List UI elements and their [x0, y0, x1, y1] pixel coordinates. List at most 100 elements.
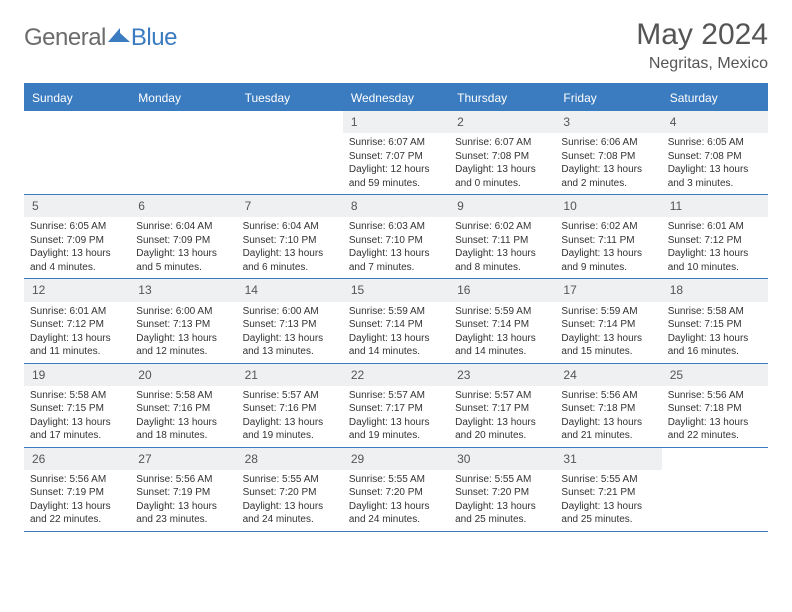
- day-number: 6: [130, 195, 236, 217]
- day-cell: [130, 111, 236, 194]
- detail-line: Daylight: 13 hours: [30, 500, 126, 514]
- day-details: Sunrise: 5:58 AMSunset: 7:16 PMDaylight:…: [130, 389, 236, 447]
- detail-line: Sunrise: 5:55 AM: [243, 473, 339, 487]
- day-cell: 18Sunrise: 5:58 AMSunset: 7:15 PMDayligh…: [662, 279, 768, 362]
- detail-line: Sunset: 7:20 PM: [349, 486, 445, 500]
- day-number: 17: [555, 279, 661, 301]
- day-details: Sunrise: 5:59 AMSunset: 7:14 PMDaylight:…: [343, 305, 449, 363]
- day-details: Sunrise: 6:03 AMSunset: 7:10 PMDaylight:…: [343, 220, 449, 278]
- day-cell: 5Sunrise: 6:05 AMSunset: 7:09 PMDaylight…: [24, 195, 130, 278]
- detail-line: Daylight: 13 hours: [668, 163, 764, 177]
- detail-line: Daylight: 13 hours: [30, 416, 126, 430]
- detail-line: and 18 minutes.: [136, 429, 232, 443]
- detail-line: Sunset: 7:14 PM: [349, 318, 445, 332]
- detail-line: Daylight: 13 hours: [136, 247, 232, 261]
- day-cell: 8Sunrise: 6:03 AMSunset: 7:10 PMDaylight…: [343, 195, 449, 278]
- day-cell: 3Sunrise: 6:06 AMSunset: 7:08 PMDaylight…: [555, 111, 661, 194]
- day-cell: 13 Sunrise: 6:00 AMSunset: 7:13 PMDayligh…: [130, 279, 236, 362]
- day-number: 18: [662, 279, 768, 301]
- day-details: Sunrise: 5:57 AMSunset: 7:17 PMDaylight:…: [343, 389, 449, 447]
- day-number: 20: [130, 364, 236, 386]
- detail-line: Sunrise: 6:07 AM: [455, 136, 551, 150]
- day-cell: 4Sunrise: 6:05 AMSunset: 7:08 PMDaylight…: [662, 111, 768, 194]
- page-title: May 2024: [636, 18, 768, 51]
- day-details: Sunrise: 5:59 AMSunset: 7:14 PMDaylight:…: [555, 305, 661, 363]
- detail-line: Sunrise: 5:58 AM: [136, 389, 232, 403]
- detail-line: and 25 minutes.: [561, 513, 657, 527]
- detail-line: Sunset: 7:19 PM: [136, 486, 232, 500]
- day-number: 3: [555, 111, 661, 133]
- detail-line: and 2 minutes.: [561, 177, 657, 191]
- day-number: 5: [24, 195, 130, 217]
- day-details: Sunrise: 5:57 AMSunset: 7:16 PMDaylight:…: [237, 389, 343, 447]
- day-details: Sunrise: 6:02 AMSunset: 7:11 PMDaylight:…: [449, 220, 555, 278]
- day-number: 2: [449, 111, 555, 133]
- day-number: 28: [237, 448, 343, 470]
- detail-line: and 17 minutes.: [30, 429, 126, 443]
- day-number: 27: [130, 448, 236, 470]
- detail-line: Daylight: 13 hours: [455, 332, 551, 346]
- detail-line: and 0 minutes.: [455, 177, 551, 191]
- week-row: 19Sunrise: 5:58 AMSunset: 7:15 PMDayligh…: [24, 364, 768, 448]
- detail-line: Sunrise: 5:55 AM: [455, 473, 551, 487]
- day-cell: 17 Sunrise: 5:59 AMSunset: 7:14 PMDayligh…: [555, 279, 661, 362]
- detail-line: Daylight: 13 hours: [561, 163, 657, 177]
- day-number: 12: [24, 279, 130, 301]
- week-row: 5Sunrise: 6:05 AMSunset: 7:09 PMDaylight…: [24, 195, 768, 279]
- detail-line: Daylight: 13 hours: [455, 163, 551, 177]
- day-details: Sunrise: 6:00 AMSunset: 7:13 PMDaylight:…: [130, 305, 236, 363]
- detail-line: Daylight: 13 hours: [455, 500, 551, 514]
- day-cell: 9Sunrise: 6:02 AMSunset: 7:11 PMDaylight…: [449, 195, 555, 278]
- detail-line: Daylight: 13 hours: [349, 247, 445, 261]
- day-details: Sunrise: 5:58 AMSunset: 7:15 PMDaylight:…: [24, 389, 130, 447]
- detail-line: Sunset: 7:09 PM: [30, 234, 126, 248]
- day-details: Sunrise: 6:07 AMSunset: 7:07 PMDaylight:…: [343, 136, 449, 194]
- detail-line: Sunrise: 6:02 AM: [455, 220, 551, 234]
- detail-line: Sunset: 7:15 PM: [30, 402, 126, 416]
- day-number: 4: [662, 111, 768, 133]
- detail-line: and 5 minutes.: [136, 261, 232, 275]
- detail-line: Sunrise: 6:07 AM: [349, 136, 445, 150]
- detail-line: Daylight: 13 hours: [136, 416, 232, 430]
- detail-line: Daylight: 13 hours: [30, 332, 126, 346]
- day-header: Sunday: [24, 85, 130, 111]
- detail-line: Daylight: 13 hours: [349, 332, 445, 346]
- day-details: Sunrise: 5:59 AMSunset: 7:14 PMDaylight:…: [449, 305, 555, 363]
- detail-line: and 4 minutes.: [30, 261, 126, 275]
- day-cell: 10 Sunrise: 6:02 AMSunset: 7:11 PMDayligh…: [555, 195, 661, 278]
- detail-line: and 16 minutes.: [668, 345, 764, 359]
- detail-line: Sunrise: 6:06 AM: [561, 136, 657, 150]
- day-number: 10: [555, 195, 661, 217]
- day-details: Sunrise: 6:07 AMSunset: 7:08 PMDaylight:…: [449, 136, 555, 194]
- day-number: 13: [130, 279, 236, 301]
- day-number: 29: [343, 448, 449, 470]
- detail-line: Sunrise: 5:55 AM: [561, 473, 657, 487]
- day-number: 16: [449, 279, 555, 301]
- day-number: 7: [237, 195, 343, 217]
- detail-line: Daylight: 12 hours: [349, 163, 445, 177]
- detail-line: Daylight: 13 hours: [243, 332, 339, 346]
- day-header: Friday: [555, 85, 661, 111]
- detail-line: Daylight: 13 hours: [455, 247, 551, 261]
- detail-line: Sunset: 7:10 PM: [243, 234, 339, 248]
- location: Negritas, Mexico: [636, 55, 768, 73]
- day-number: 11: [662, 195, 768, 217]
- detail-line: and 25 minutes.: [455, 513, 551, 527]
- detail-line: Sunrise: 6:01 AM: [30, 305, 126, 319]
- day-cell: 16 Sunrise: 5:59 AMSunset: 7:14 PMDayligh…: [449, 279, 555, 362]
- detail-line: Sunset: 7:11 PM: [561, 234, 657, 248]
- day-details: Sunrise: 6:00 AMSunset: 7:13 PMDaylight:…: [237, 305, 343, 363]
- detail-line: Daylight: 13 hours: [455, 416, 551, 430]
- day-details: Sunrise: 6:04 AMSunset: 7:09 PMDaylight:…: [130, 220, 236, 278]
- day-details: Sunrise: 6:01 AMSunset: 7:12 PMDaylight:…: [662, 220, 768, 278]
- day-details: Sunrise: 5:55 AMSunset: 7:20 PMDaylight:…: [449, 473, 555, 531]
- day-number: 24: [555, 364, 661, 386]
- day-number: 1: [343, 111, 449, 133]
- detail-line: Sunset: 7:10 PM: [349, 234, 445, 248]
- day-cell: 15Sunrise: 5:59 AMSunset: 7:14 PMDayligh…: [343, 279, 449, 362]
- detail-line: Sunset: 7:17 PM: [349, 402, 445, 416]
- detail-line: Sunrise: 5:58 AM: [30, 389, 126, 403]
- day-number: 26: [24, 448, 130, 470]
- detail-line: Sunset: 7:11 PM: [455, 234, 551, 248]
- day-details: Sunrise: 6:02 AMSunset: 7:11 PMDaylight:…: [555, 220, 661, 278]
